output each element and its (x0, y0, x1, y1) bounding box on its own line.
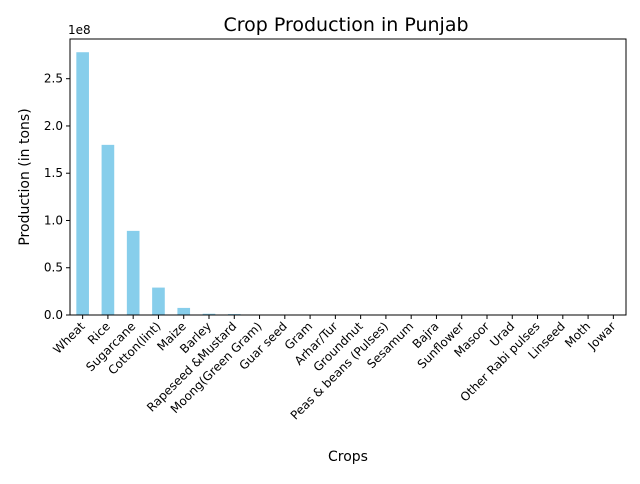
y-tick-label-2: 1.0 (44, 213, 63, 227)
bars-group (76, 52, 569, 315)
bar-1 (102, 145, 115, 315)
y-tick-label-1: 0.5 (44, 261, 63, 275)
y-tick-label-4: 2.0 (44, 119, 63, 133)
x-tick-label-0: Wheat (50, 319, 88, 357)
y-tick-label-3: 1.5 (44, 166, 63, 180)
bar-0 (76, 52, 89, 315)
y-axis-ticks: 0.0 0.5 1.0 1.5 2.0 2.5 (44, 72, 70, 322)
bar-4 (177, 308, 190, 315)
x-tick-label-21: Jowar (585, 319, 619, 353)
y-tick-label-0: 0.0 (44, 308, 63, 322)
y-tick-label-5: 2.5 (44, 72, 63, 86)
y-axis-offset-text: 1e8 (68, 23, 91, 37)
y-axis-label: Production (in tons) (17, 108, 33, 245)
x-axis-ticks: WheatRiceSugarcaneCotton(lint)MaizeBarle… (50, 315, 618, 422)
plot-frame (70, 39, 626, 315)
bar-2 (127, 231, 140, 315)
chart-title: Crop Production in Punjab (223, 14, 468, 36)
x-axis-label: Crops (328, 449, 368, 465)
bar-3 (152, 288, 165, 315)
